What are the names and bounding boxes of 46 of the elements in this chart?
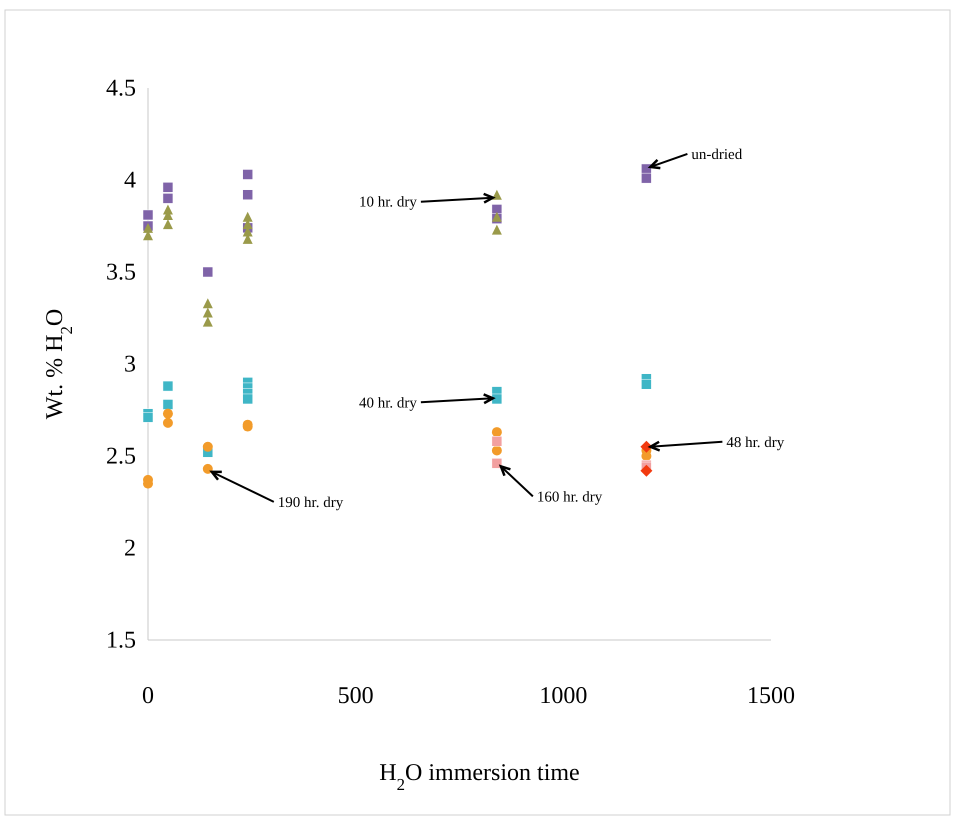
point [142, 412, 154, 423]
point [641, 172, 652, 184]
point [242, 212, 253, 222]
annotation: 160 hr. dry [536, 489, 603, 506]
point [162, 193, 174, 204]
y-tick-label: 3 [124, 352, 136, 378]
annotation: 48 hr. dry [726, 434, 785, 451]
annotation: 40 hr. dry [358, 395, 418, 412]
annotation: 10 hr. dry [358, 194, 418, 211]
x-axis-title: H$_{2}$O immersion time [379, 760, 580, 794]
point [242, 169, 253, 180]
x-tick-label: 0 [142, 683, 154, 710]
point [202, 266, 214, 278]
point [202, 316, 213, 327]
point [162, 418, 173, 428]
y-tick-label: 3.5 [106, 260, 136, 286]
point [242, 189, 253, 200]
point [202, 298, 213, 308]
x-tick-label: 1500 [747, 683, 795, 710]
point [162, 182, 174, 193]
x-tick-label: 500 [338, 683, 374, 710]
point [641, 378, 652, 390]
point [492, 394, 502, 404]
y-tick-label: 4 [124, 168, 136, 194]
y-tick-label: 4.5 [106, 76, 136, 102]
point [492, 224, 502, 235]
annotation: un-dried [691, 146, 743, 163]
point [640, 464, 652, 477]
y-tick-label: 2 [124, 536, 136, 562]
point [162, 399, 174, 410]
point [492, 445, 502, 456]
x-tick-label: 1000 [539, 683, 588, 710]
point [162, 380, 174, 392]
point [162, 219, 173, 230]
point [202, 464, 213, 474]
point [242, 394, 253, 404]
point [492, 436, 502, 447]
y-tick-label: 1.5 [106, 628, 136, 654]
point [202, 442, 213, 452]
annotation: 190 hr. dry [278, 494, 344, 511]
point [142, 210, 154, 220]
y-tick-label: 2.5 [106, 444, 136, 470]
point [162, 408, 173, 419]
point [202, 307, 213, 318]
point [492, 458, 502, 469]
point [492, 427, 502, 438]
